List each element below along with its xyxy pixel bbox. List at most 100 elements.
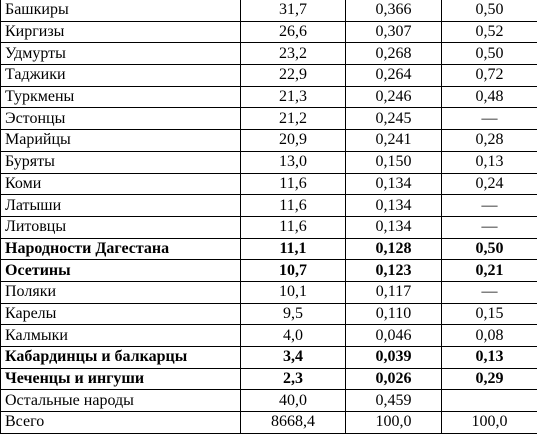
table-cell: 0,15 xyxy=(441,302,537,326)
table-row: Поляки 10,1 0,117— xyxy=(0,280,537,304)
table-cell: 0,08 xyxy=(441,324,537,347)
table-cell: 0,366 xyxy=(345,0,442,22)
table-cell: 0,134 xyxy=(345,194,442,217)
table-cell xyxy=(441,389,537,413)
table-cell: 23,2 xyxy=(240,42,346,66)
table-cell: 11,1 xyxy=(240,237,346,261)
table-cell: 8668,4 xyxy=(240,411,346,434)
table-cell: 0,246 xyxy=(345,85,442,109)
table-cell: 0,50 xyxy=(441,42,537,66)
table-row: Кабардинцы и балкарцы 3,4 0,039 0,13 xyxy=(0,346,537,369)
table-row: Башкиры 31,7 0,366 0,50 xyxy=(0,0,537,22)
table-cell: 21,3 xyxy=(240,85,346,109)
table-cell: 2,3 xyxy=(240,367,346,391)
table-row: Чеченцы и ингуши 2,3 0,026 0,29 xyxy=(0,367,537,391)
table-cell: Башкиры xyxy=(0,0,241,22)
table-cell: 0,046 xyxy=(345,324,442,347)
table-cell: 0,21 xyxy=(441,259,537,282)
table-row: Коми 11,6 0,134 0,24 xyxy=(0,172,537,196)
table-row: Таджики 22,9 0,264 0,72 xyxy=(0,64,537,87)
table-cell: 0,50 xyxy=(441,237,537,261)
table-cell: 11,6 xyxy=(240,172,346,196)
table-cell: 0,268 xyxy=(345,42,442,66)
table-cell: 40,0 xyxy=(240,389,346,413)
table-cell: 31,7 xyxy=(240,0,346,22)
table-cell: 10,1 xyxy=(240,280,346,304)
table-cell: 0,117 xyxy=(345,280,442,304)
table-cell: — xyxy=(441,215,537,239)
table-cell: 0,52 xyxy=(441,20,537,44)
table-cell: Народности Дагестана xyxy=(0,237,241,261)
table-cell: Калмыки xyxy=(0,324,241,347)
table-cell: 0,28 xyxy=(441,129,537,152)
table-row: Киргизы 26,6 0,307 0,52 xyxy=(0,20,537,44)
table-cell: 100,0 xyxy=(441,411,537,434)
table-cell: 0,134 xyxy=(345,215,442,239)
table-row: Осетины 10,7 0,123 0,21 xyxy=(0,259,537,282)
table-row: Латыши 11,6 0,134— xyxy=(0,194,537,217)
table-cell: 0,039 xyxy=(345,346,442,369)
table-cell: — xyxy=(441,194,537,217)
table-cell: Буряты xyxy=(0,150,241,174)
table-cell: 22,9 xyxy=(240,64,346,87)
table-cell: Эстонцы xyxy=(0,107,241,131)
table-cell: 0,134 xyxy=(345,172,442,196)
table-cell: Марийцы xyxy=(0,129,241,152)
table-cell: 0,245 xyxy=(345,107,442,131)
table-row: Литовцы 11,6 0,134— xyxy=(0,215,537,239)
table-cell: Всего xyxy=(0,411,241,434)
table-cell: Туркмены xyxy=(0,85,241,109)
table-cell: — xyxy=(441,280,537,304)
table-cell: Удмурты xyxy=(0,42,241,66)
table-cell: Литовцы xyxy=(0,215,241,239)
table-cell: Осетины xyxy=(0,259,241,282)
table-cell: 4,0 xyxy=(240,324,346,347)
table-cell: 26,6 xyxy=(240,20,346,44)
table-row: Калмыки 4,0 0,046 0,08 xyxy=(0,324,537,347)
table-cell: Коми xyxy=(0,172,241,196)
table-cell: 0,307 xyxy=(345,20,442,44)
table-cell: Таджики xyxy=(0,64,241,87)
table-cell: Карелы xyxy=(0,302,241,326)
table-row: Удмурты 23,2 0,268 0,50 xyxy=(0,42,537,66)
table-cell: 0,264 xyxy=(345,64,442,87)
table-cell: 13,0 xyxy=(240,150,346,174)
table-cell: 11,6 xyxy=(240,215,346,239)
table-cell: 0,48 xyxy=(441,85,537,109)
table-cell: Кабардинцы и балкарцы xyxy=(0,346,241,369)
table-cell: 20,9 xyxy=(240,129,346,152)
table-row: Народности Дагестана 11,1 0,128 0,50 xyxy=(0,237,537,261)
table-cell: 0,241 xyxy=(345,129,442,152)
table-cell: 0,110 xyxy=(345,302,442,326)
table-cell: 0,026 xyxy=(345,367,442,391)
table-row: Остальные народы 40,0 0,459 xyxy=(0,389,537,413)
table-cell: 21,2 xyxy=(240,107,346,131)
table-cell: 0,29 xyxy=(441,367,537,391)
table-cell: 0,24 xyxy=(441,172,537,196)
table-cell: — xyxy=(441,107,537,131)
table-cell: Чеченцы и ингуши xyxy=(0,367,241,391)
table-row: Карелы 9,5 0,110 0,15 xyxy=(0,302,537,326)
table-cell: 0,150 xyxy=(345,150,442,174)
table-cell: 100,0 xyxy=(345,411,442,434)
table-cell: 0,123 xyxy=(345,259,442,282)
table-cell: Латыши xyxy=(0,194,241,217)
table-cell: 0,459 xyxy=(345,389,442,413)
table-cell: Киргизы xyxy=(0,20,241,44)
table-cell: Остальные народы xyxy=(0,389,241,413)
table-cell: 0,13 xyxy=(441,150,537,174)
table-cell: Поляки xyxy=(0,280,241,304)
table-cell: 10,7 xyxy=(240,259,346,282)
table-row: Туркмены 21,3 0,246 0,48 xyxy=(0,85,537,109)
table-row: Эстонцы 21,2 0,245— xyxy=(0,107,537,131)
table-row: Буряты 13,0 0,150 0,13 xyxy=(0,150,537,174)
table-cell: 11,6 xyxy=(240,194,346,217)
table-cell: 0,128 xyxy=(345,237,442,261)
table-cell: 3,4 xyxy=(240,346,346,369)
table-cell: 0,13 xyxy=(441,346,537,369)
table-row: Всего 8668,4 100,0 100,0 xyxy=(0,411,537,434)
table-cell: 0,72 xyxy=(441,64,537,87)
